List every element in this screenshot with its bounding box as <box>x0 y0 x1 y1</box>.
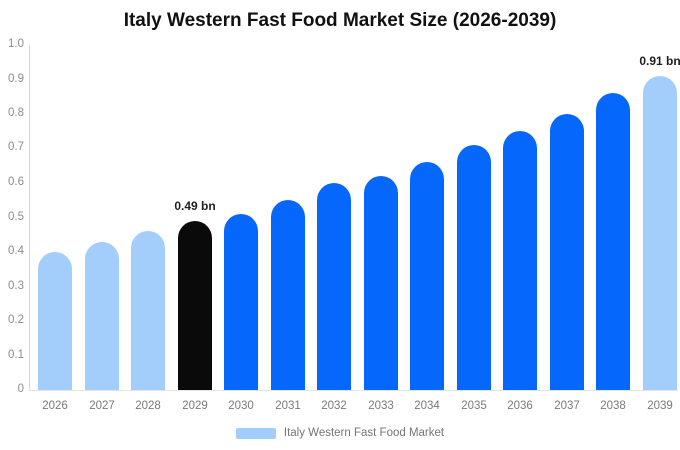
bar-2035 <box>457 145 491 390</box>
x-tick-label-2028: 2028 <box>135 400 161 412</box>
legend-label: Italy Western Fast Food Market <box>283 427 445 439</box>
chart-title: Italy Western Fast Food Market Size (202… <box>123 10 557 31</box>
x-tick-label-2037: 2037 <box>554 400 580 412</box>
x-tick-label-2038: 2038 <box>600 400 626 412</box>
x-tick-label-2030: 2030 <box>228 400 254 412</box>
x-tick-label-2034: 2034 <box>414 400 440 412</box>
y-tick-label: 0.1 <box>8 349 24 361</box>
x-tick-label-2035: 2035 <box>461 400 487 412</box>
y-tick-label: 0.8 <box>8 107 24 119</box>
x-tick-label-2027: 2027 <box>89 400 115 412</box>
x-tick-label-2036: 2036 <box>507 400 533 412</box>
bar-value-label-2039: 0.91 bn <box>639 54 680 68</box>
bar-2028 <box>131 231 165 390</box>
x-axis-line <box>29 390 678 391</box>
y-tick-label: 0 <box>17 383 24 395</box>
bar-2026 <box>38 252 72 390</box>
bar-2027 <box>85 242 119 390</box>
bar-2039 <box>643 76 677 390</box>
y-axis-line <box>29 45 30 390</box>
y-tick-label: 0.5 <box>8 211 24 223</box>
y-tick-label: 0.4 <box>8 245 24 257</box>
x-tick-label-2029: 2029 <box>182 400 208 412</box>
y-tick-label: 1.0 <box>8 38 24 50</box>
bar-2036 <box>503 131 537 390</box>
x-tick-label-2032: 2032 <box>321 400 347 412</box>
y-tick-label: 0.2 <box>8 314 24 326</box>
bar-2029 <box>178 221 212 390</box>
x-tick-label-2026: 2026 <box>42 400 68 412</box>
y-tick-label: 0.7 <box>8 141 24 153</box>
bar-value-label-2029: 0.49 bn <box>174 199 216 213</box>
y-tick-label: 0.3 <box>8 280 24 292</box>
bar-2033 <box>364 176 398 390</box>
y-tick-label: 0.9 <box>8 73 24 85</box>
bar-2031 <box>271 200 305 390</box>
legend: Italy Western Fast Food Market <box>0 426 680 440</box>
bar-2032 <box>317 183 351 390</box>
x-tick-label-2031: 2031 <box>275 400 301 412</box>
legend-swatch <box>235 427 276 439</box>
bar-2038 <box>596 93 630 390</box>
x-tick-label-2033: 2033 <box>368 400 394 412</box>
y-tick-label: 0.6 <box>8 176 24 188</box>
bar-2034 <box>410 162 444 390</box>
bar-2037 <box>550 114 584 390</box>
x-tick-label-2039: 2039 <box>647 400 673 412</box>
bar-2030 <box>224 214 258 390</box>
